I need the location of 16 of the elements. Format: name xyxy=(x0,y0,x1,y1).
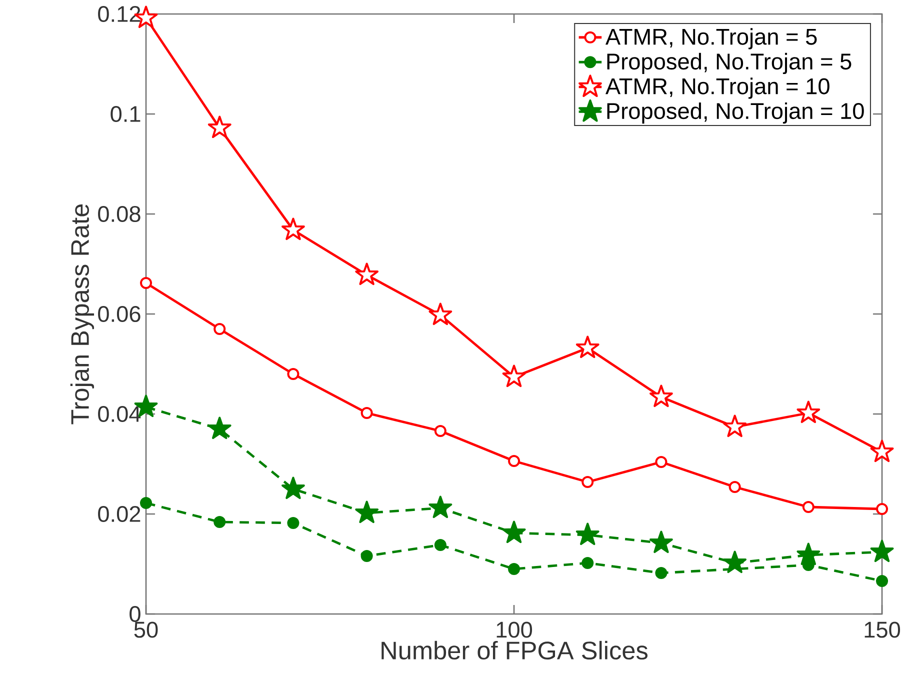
x-axis-title: Number of FPGA Slices xyxy=(382,640,648,660)
legend-label: ATMR, No.Trojan = 5 xyxy=(605,28,817,50)
legend-label: Proposed, No.Trojan = 5 xyxy=(607,52,852,74)
legend-label: Proposed, No.Trojan = 10 xyxy=(607,102,864,124)
y-tick-label: 0.06 xyxy=(98,306,140,322)
y-axis-title: Trojan Bypass Rate xyxy=(70,204,94,424)
x-tick-label: 150 xyxy=(864,622,900,638)
y-tick-label: 0.08 xyxy=(98,206,140,222)
legend-label: ATMR, No.Trojan = 10 xyxy=(605,78,830,99)
x-tick-label: 100 xyxy=(496,622,532,638)
x-tick-label: 50 xyxy=(134,622,158,638)
y-tick-label: 0.1 xyxy=(110,106,140,122)
y-tick-label: 0 xyxy=(130,606,140,622)
y-tick-label: 0.12 xyxy=(98,6,140,22)
y-tick-label: 0.04 xyxy=(98,406,141,422)
y-tick-label: 0.02 xyxy=(98,506,140,522)
